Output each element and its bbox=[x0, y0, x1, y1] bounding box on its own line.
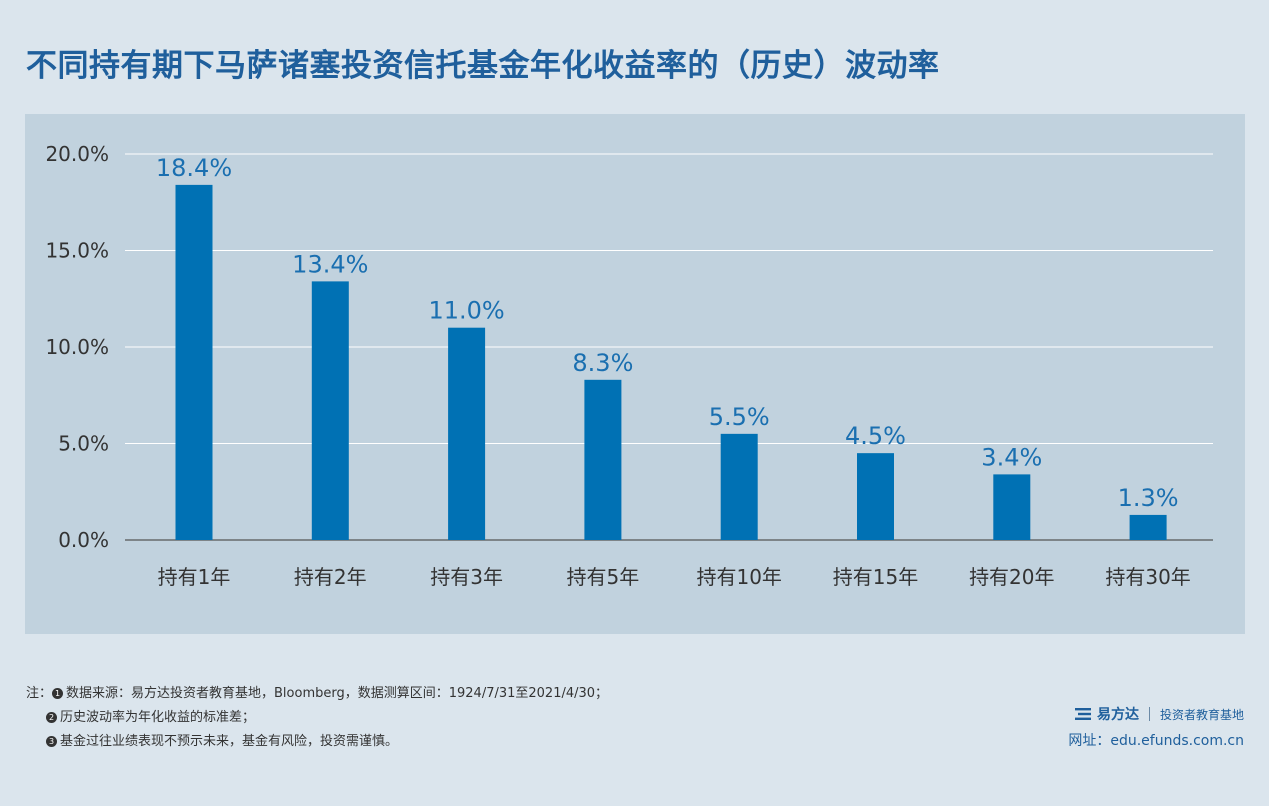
value-label: 18.4% bbox=[156, 154, 232, 182]
x-tick-label: 持有3年 bbox=[430, 565, 503, 589]
x-tick-label: 持有5年 bbox=[567, 565, 640, 589]
bar bbox=[584, 379, 622, 540]
x-tick-label: 持有20年 bbox=[969, 565, 1054, 589]
bar bbox=[1129, 514, 1167, 540]
y-tick-label: 0.0% bbox=[58, 528, 109, 552]
bar bbox=[448, 327, 486, 540]
footnote-text-1: 数据来源：易方达投资者教育基地，Bloomberg，数据测算区间：1924/7/… bbox=[66, 686, 609, 701]
x-tick-label: 持有10年 bbox=[696, 565, 781, 589]
bar-chart: 0.0% 5.0% 10.0% 15.0% 20.0% 18.4% 13.4% 11.0% 8… bbox=[45, 142, 1213, 589]
footnotes: 注： 1 数据来源：易方达投资者教育基地，Bloomberg，数据测算区间：1924… bbox=[26, 682, 608, 754]
brand-name: 易方达 bbox=[1096, 707, 1139, 723]
bar bbox=[311, 281, 349, 540]
brand-logo: 易方达 投资者教育基地 bbox=[1074, 704, 1244, 724]
x-tick-label: 持有15年 bbox=[833, 565, 918, 589]
value-label: 11.0% bbox=[428, 297, 504, 325]
gridlines bbox=[125, 153, 1213, 541]
footnote-2: 2 历史波动率为年化收益的标准差； bbox=[26, 706, 608, 730]
value-label: 5.5% bbox=[709, 403, 770, 431]
value-label: 3.4% bbox=[981, 443, 1042, 471]
bar bbox=[993, 474, 1031, 540]
bars bbox=[175, 184, 1167, 540]
brand-tagline: 投资者教育基地 bbox=[1159, 707, 1244, 722]
y-tick-label: 10.0% bbox=[45, 335, 109, 359]
y-tick-label: 15.0% bbox=[45, 239, 109, 263]
chart-panel: 0.0% 5.0% 10.0% 15.0% 20.0% 18.4% 13.4% 11.0% 8… bbox=[25, 114, 1245, 634]
value-label: 1.3% bbox=[1118, 484, 1179, 512]
footnote-number-1: 1 bbox=[52, 688, 64, 699]
brand-divider bbox=[1148, 707, 1150, 721]
value-label: 13.4% bbox=[292, 250, 368, 278]
footnote-number-2: 2 bbox=[46, 712, 57, 723]
x-tick-label: 持有2年 bbox=[294, 565, 367, 589]
value-labels: 18.4% 13.4% 11.0% 8.3% 5.5% 4.5% 3.4% 1.3% bbox=[156, 154, 1179, 512]
efunds-logo-icon bbox=[1074, 708, 1091, 720]
x-tick-label: 持有1年 bbox=[158, 565, 231, 589]
bar bbox=[857, 453, 894, 540]
value-label: 8.3% bbox=[572, 349, 633, 377]
x-tick-label: 持有30年 bbox=[1105, 565, 1190, 589]
chart-title: 不同持有期下马萨诸塞投资信托基金年化收益率的（历史）波动率 bbox=[26, 48, 940, 84]
website-link[interactable]: 网址：edu.efunds.com.cn bbox=[1068, 733, 1244, 749]
footnote-text-2: 历史波动率为年化收益的标准差； bbox=[60, 710, 256, 725]
footnote-3: 3 基金过往业绩表现不预示未来，基金有风险，投资需谨慎。 bbox=[26, 730, 608, 754]
footnote-number-3: 3 bbox=[46, 736, 57, 747]
x-axis-tick-labels: 持有1年 持有2年 持有3年 持有5年 持有10年 持有15年 持有20年 持有30年 bbox=[158, 565, 1191, 589]
footnote-text-3: 基金过往业绩表现不预示未来，基金有风险，投资需谨慎。 bbox=[60, 734, 399, 749]
y-axis-tick-labels: 0.0% 5.0% 10.0% 15.0% 20.0% bbox=[45, 142, 109, 552]
y-tick-label: 5.0% bbox=[58, 432, 109, 456]
bar bbox=[720, 433, 758, 540]
bar bbox=[175, 184, 213, 540]
y-tick-label: 20.0% bbox=[45, 142, 109, 166]
value-label: 4.5% bbox=[845, 422, 906, 450]
footnote-1: 注： 1 数据来源：易方达投资者教育基地，Bloomberg，数据测算区间：1924… bbox=[26, 682, 608, 706]
footnote-prefix: 注： bbox=[26, 686, 53, 701]
